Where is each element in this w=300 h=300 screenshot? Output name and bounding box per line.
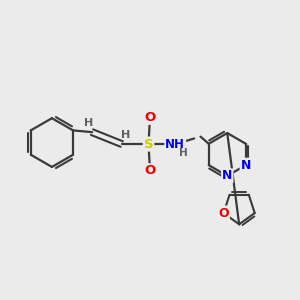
Text: O: O <box>218 206 229 220</box>
Text: H: H <box>121 130 130 140</box>
Text: H: H <box>84 118 93 128</box>
Text: N: N <box>241 159 251 172</box>
Text: NH: NH <box>165 138 185 151</box>
Text: O: O <box>144 164 156 177</box>
Text: O: O <box>144 111 156 124</box>
Text: N: N <box>222 169 232 182</box>
Text: S: S <box>144 138 153 151</box>
Text: H: H <box>179 148 188 158</box>
